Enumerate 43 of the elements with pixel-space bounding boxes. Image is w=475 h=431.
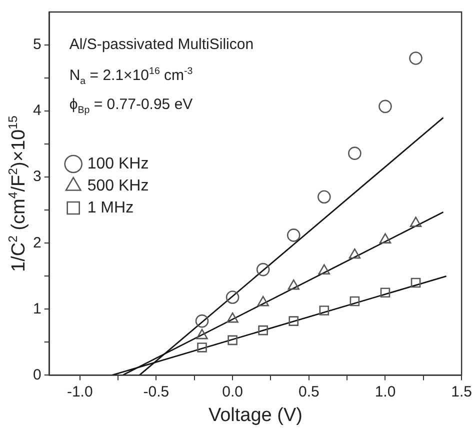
- point: [318, 264, 330, 275]
- y-tick-label: 5: [33, 36, 42, 54]
- x-tick-label: 1.0: [374, 383, 396, 400]
- point: [258, 325, 268, 336]
- point: [319, 306, 330, 316]
- y-tick-label: 4: [33, 102, 42, 120]
- x-tick-label: -1.0: [66, 383, 93, 400]
- y-tick-label: 3: [33, 168, 42, 186]
- annotation: N$_{a}$ = 2.1×10$^{16}$ cm$^{-3}$: [69, 66, 193, 87]
- x-tick-label: -0.5: [143, 383, 170, 400]
- point: [350, 296, 360, 306]
- point: [226, 290, 240, 304]
- point: [228, 335, 238, 346]
- point: [378, 100, 392, 114]
- x-axis-title: Voltage (V): [208, 404, 302, 426]
- point: [409, 52, 422, 65]
- point: [257, 296, 269, 306]
- point: [195, 314, 209, 328]
- y-tick-label: 2: [33, 234, 42, 252]
- legend-label: 1 MHz: [87, 199, 134, 216]
- point: [410, 278, 421, 288]
- y-tick-label: 1: [33, 300, 42, 318]
- x-tick-label: 0.0: [222, 383, 243, 400]
- point: [226, 312, 238, 323]
- point: [348, 146, 362, 160]
- point: [288, 316, 299, 326]
- y-tick-label: 0: [33, 366, 42, 384]
- point: [380, 288, 390, 298]
- point: [288, 279, 300, 290]
- point: [410, 216, 422, 227]
- x-tick-label: 0.5: [298, 383, 320, 400]
- point: [379, 233, 392, 244]
- annotation: Al/S-passivated MultiSilicon: [69, 36, 254, 53]
- point: [318, 190, 331, 204]
- point: [286, 228, 300, 242]
- point: [256, 262, 270, 276]
- point: [348, 248, 361, 259]
- x-tick-label: 1.5: [451, 383, 472, 400]
- point: [197, 342, 207, 352]
- point: [196, 328, 208, 340]
- legend-label: 100 KHz: [87, 155, 149, 172]
- annotation: ϕ$_{Bp}$ = 0.77-0.95 eV: [69, 96, 193, 116]
- legend-label: 500 KHz: [87, 177, 149, 194]
